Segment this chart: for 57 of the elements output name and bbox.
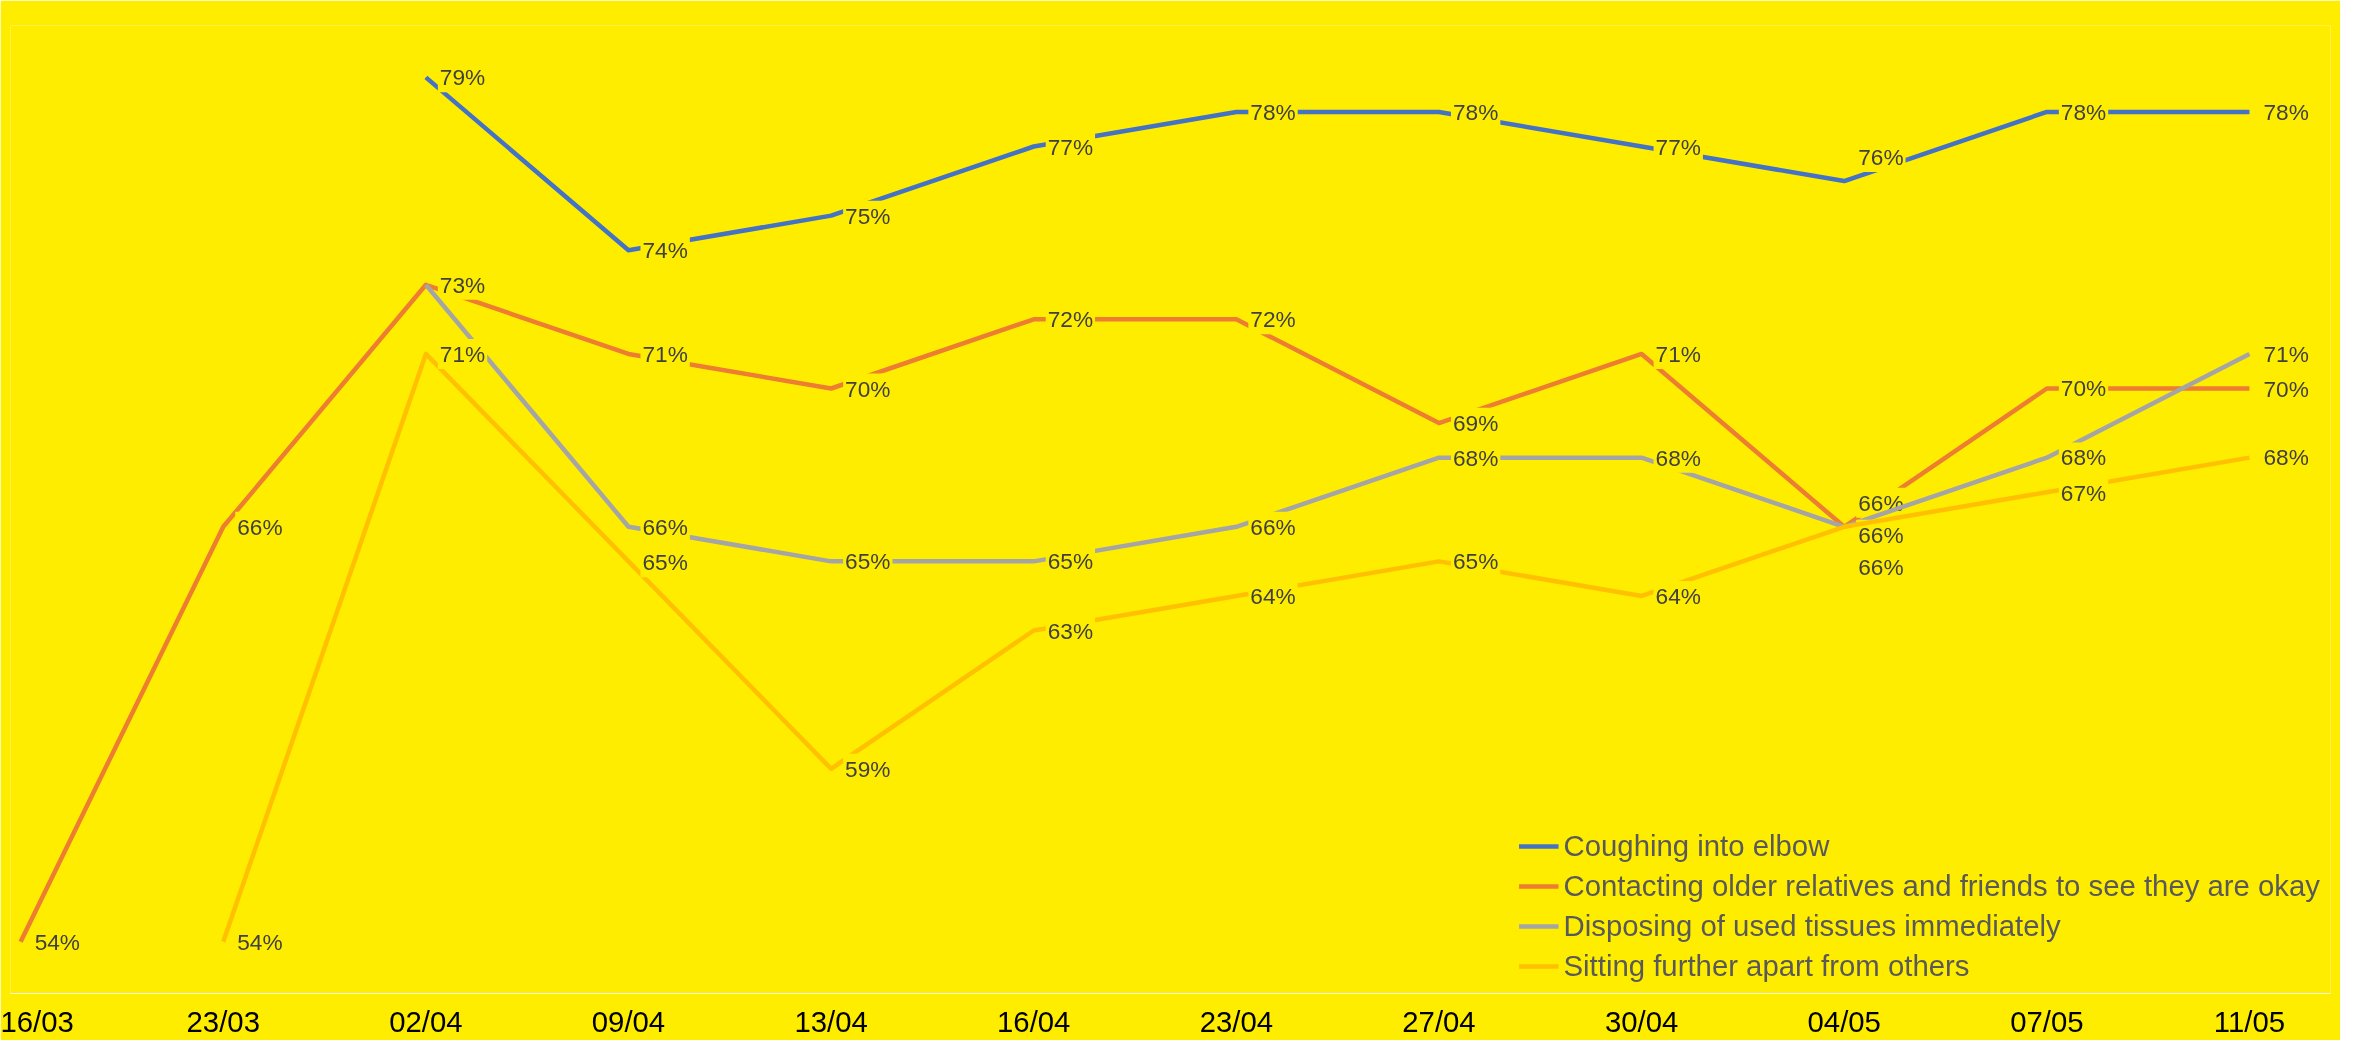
data-label: 66% [1858,521,1904,548]
data-label: 72% [1047,306,1094,333]
data-label: 71% [642,340,688,367]
data-label: 71% [2263,340,2309,367]
data-label: 65% [642,549,688,576]
data-label: 73% [439,271,486,298]
data-label: 64% [1655,582,1701,609]
data-label: 54% [237,928,283,955]
legend-label: Contacting older relatives and friends to see they are okay [1563,869,2320,903]
x-tick-label: 04/05 [1807,1004,1881,1038]
data-label: 65% [845,548,891,575]
x-tick-label: 16/03 [0,1004,74,1038]
x-tick-label: 30/04 [1604,1004,1679,1038]
data-label: 71% [1655,340,1701,367]
data-label: 78% [1250,98,1296,125]
data-label: 74% [642,236,688,263]
legend-label: Coughing into elbow [1563,829,1830,863]
data-label: 59% [845,755,891,782]
legend-label: Disposing of used tissues immediately [1563,909,2061,943]
data-label: 78% [2060,98,2107,125]
data-label: 66% [1250,513,1296,540]
data-label: 71% [439,340,486,367]
data-label: 63% [1047,617,1094,644]
x-tick-label: 13/04 [794,1004,868,1038]
data-label: 66% [237,513,283,540]
data-label: 77% [1655,133,1701,160]
data-label: 78% [1452,98,1499,125]
data-label: 65% [1047,548,1094,575]
data-label: 65% [1452,548,1499,575]
data-label: 68% [1452,445,1499,472]
x-tick-label: 16/04 [997,1004,1071,1038]
x-tick-label: 11/05 [2213,1004,2286,1038]
data-label: 68% [2060,444,2107,471]
data-label: 70% [2060,375,2107,402]
x-tick-label: 23/04 [1199,1004,1274,1038]
data-label: 70% [845,375,891,402]
data-label: 67% [2060,479,2107,506]
x-tick-label: 27/04 [1402,1004,1476,1038]
x-tick-label: 09/04 [591,1004,666,1038]
legend-label: Sitting further apart from others [1563,949,1970,983]
data-label: 66% [642,513,688,540]
data-label: 54% [34,928,80,955]
data-label: 68% [2263,444,2309,471]
x-tick-label: 07/05 [2010,1004,2084,1038]
data-label: 69% [1452,409,1499,436]
data-label: 78% [2263,98,2309,125]
data-label: 68% [1655,444,1701,471]
data-label: 66% [1858,553,1904,580]
data-label: 76% [1858,144,1904,171]
data-label: 77% [1047,133,1094,160]
data-label: 72% [1250,306,1296,333]
x-tick-label: 02/04 [389,1004,463,1038]
x-tick-label: 23/03 [186,1004,260,1038]
data-label: 70% [2263,376,2309,403]
data-label: 79% [439,64,486,91]
data-label: 64% [1250,582,1296,609]
data-label: 75% [845,202,891,229]
